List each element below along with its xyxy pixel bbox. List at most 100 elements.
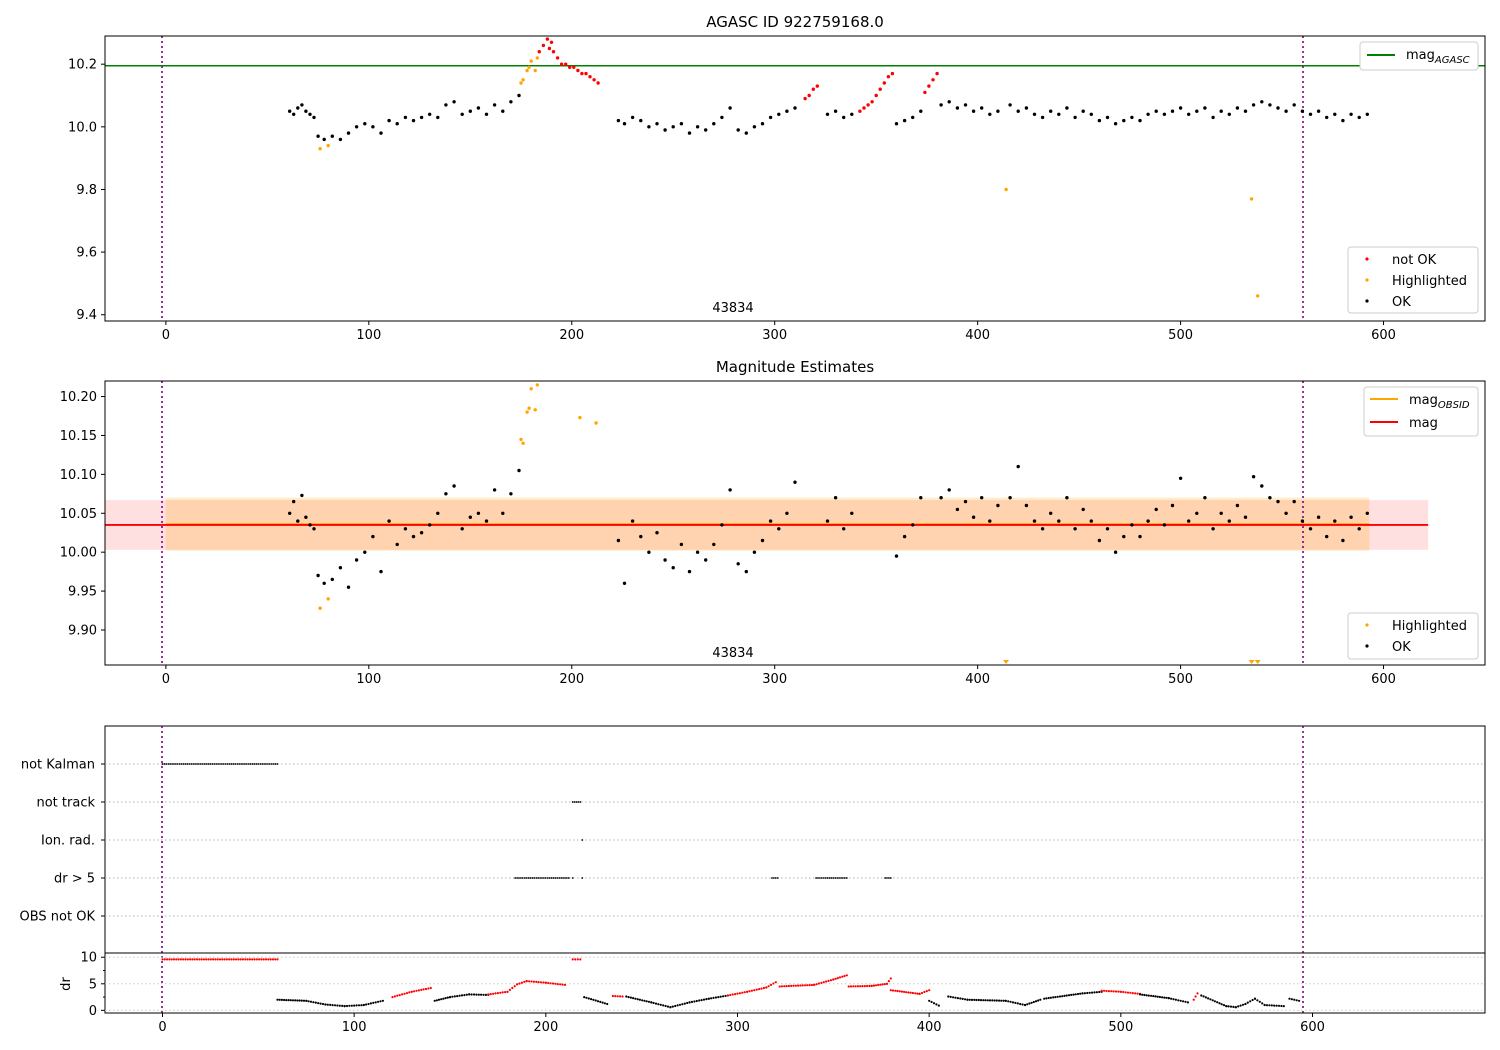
dr-point	[403, 992, 406, 995]
dr-point	[907, 991, 910, 994]
dr-point	[248, 958, 251, 961]
dr-point	[381, 999, 384, 1002]
dr-point	[413, 990, 416, 993]
panel2-point	[1016, 464, 1020, 469]
dr-point	[988, 999, 992, 1002]
dr-point	[1154, 995, 1157, 998]
dr-point	[674, 1004, 677, 1008]
flag-mark	[828, 877, 831, 879]
flag-mark	[562, 877, 564, 879]
panel1-point	[572, 65, 576, 70]
dr-point	[1126, 991, 1130, 994]
dr-point	[1011, 1001, 1015, 1004]
dr-point	[1043, 997, 1046, 1000]
dr-point	[331, 1004, 334, 1007]
magnitude-estimates-panel: Magnitude Estimates 43834 0 100 200 300 400 5…	[60, 358, 1486, 687]
dr-point	[537, 981, 540, 984]
panel2-point	[704, 558, 708, 562]
dr-point	[372, 1001, 375, 1005]
panel1-xtick-label: 500	[1168, 328, 1193, 343]
dr-point	[1196, 992, 1199, 995]
dr-point	[585, 996, 588, 999]
flag-mark	[222, 763, 225, 765]
panel1-point	[501, 109, 505, 113]
dr-point	[841, 975, 844, 978]
panel2-point	[535, 383, 539, 387]
panel2-xtick-label: 200	[559, 672, 584, 687]
dr-point	[1093, 991, 1096, 994]
dr-point	[977, 998, 980, 1002]
panel2-frame	[104, 380, 1486, 666]
panel2-xtick-label: 600	[1371, 672, 1396, 687]
dr-point	[1095, 991, 1098, 994]
panel1-point	[663, 128, 667, 132]
panel2-point	[1024, 503, 1029, 508]
dr-point	[260, 958, 263, 961]
dr-point	[1239, 1004, 1242, 1007]
panel2-point	[1349, 515, 1353, 519]
panel1-point	[580, 71, 584, 76]
dr-point	[991, 999, 994, 1002]
panel1-point	[444, 103, 448, 107]
dr-point	[866, 984, 869, 988]
panel2-point	[1357, 527, 1361, 531]
dr-point	[1049, 996, 1052, 999]
dr-point	[1114, 990, 1118, 993]
panel1-point	[955, 106, 960, 110]
dr-point	[1179, 999, 1182, 1002]
panel1-point	[862, 106, 866, 110]
dr-point	[854, 985, 857, 988]
dr-point	[1098, 990, 1101, 994]
dr-point	[1081, 992, 1084, 995]
panel1-point	[1178, 106, 1183, 110]
panel2-xtick-label: 500	[1168, 672, 1193, 687]
flag-mark	[575, 801, 578, 803]
panel1-point	[1260, 100, 1264, 104]
flag-mark	[276, 763, 279, 765]
panel1-point	[935, 71, 939, 76]
panel1-point	[947, 100, 951, 104]
panel2-annotation: 43834	[712, 646, 753, 661]
panel1-point	[525, 68, 529, 73]
panel1-point	[318, 147, 322, 151]
panel2-point	[1187, 519, 1191, 523]
flag-mark	[539, 877, 541, 879]
dr-point	[889, 977, 892, 980]
dr-point	[291, 999, 295, 1002]
panel1-ytick-label: 10.0	[68, 120, 97, 135]
dr-point	[405, 992, 408, 995]
flag-mark	[224, 763, 227, 765]
panel2-point	[728, 488, 732, 492]
panel1-point	[1170, 109, 1175, 113]
dr-point	[1249, 1000, 1252, 1003]
panel2-point	[492, 488, 497, 492]
dr-point	[1186, 1001, 1189, 1004]
dr-point	[686, 1001, 689, 1005]
dr-point	[1045, 997, 1048, 1000]
flag-mark	[203, 763, 206, 765]
panel2-point	[842, 527, 846, 531]
panel1-point	[850, 112, 854, 117]
dr-point	[1014, 1001, 1017, 1005]
dr-point	[724, 994, 727, 998]
flag-label: not track	[36, 796, 95, 811]
dr-point	[885, 982, 889, 985]
panel2-point	[476, 511, 481, 515]
legend-mag-obsid-sub: OBSID	[1438, 400, 1470, 411]
dr-point	[285, 999, 288, 1002]
panel2-point	[1211, 527, 1215, 531]
dr-point	[480, 993, 483, 996]
dr-point	[979, 999, 983, 1002]
panel1-point	[428, 112, 432, 117]
dr-point	[193, 958, 196, 961]
panel2-point	[1113, 550, 1118, 554]
flag-mark	[165, 763, 168, 765]
panel2-point	[996, 503, 1000, 508]
dr-point	[492, 992, 495, 995]
flag-mark	[244, 763, 246, 765]
dr-point	[1056, 995, 1059, 998]
flag-mark	[182, 763, 185, 765]
dr-point	[923, 990, 926, 994]
dr-point	[815, 983, 818, 986]
flag-mark	[889, 877, 892, 879]
